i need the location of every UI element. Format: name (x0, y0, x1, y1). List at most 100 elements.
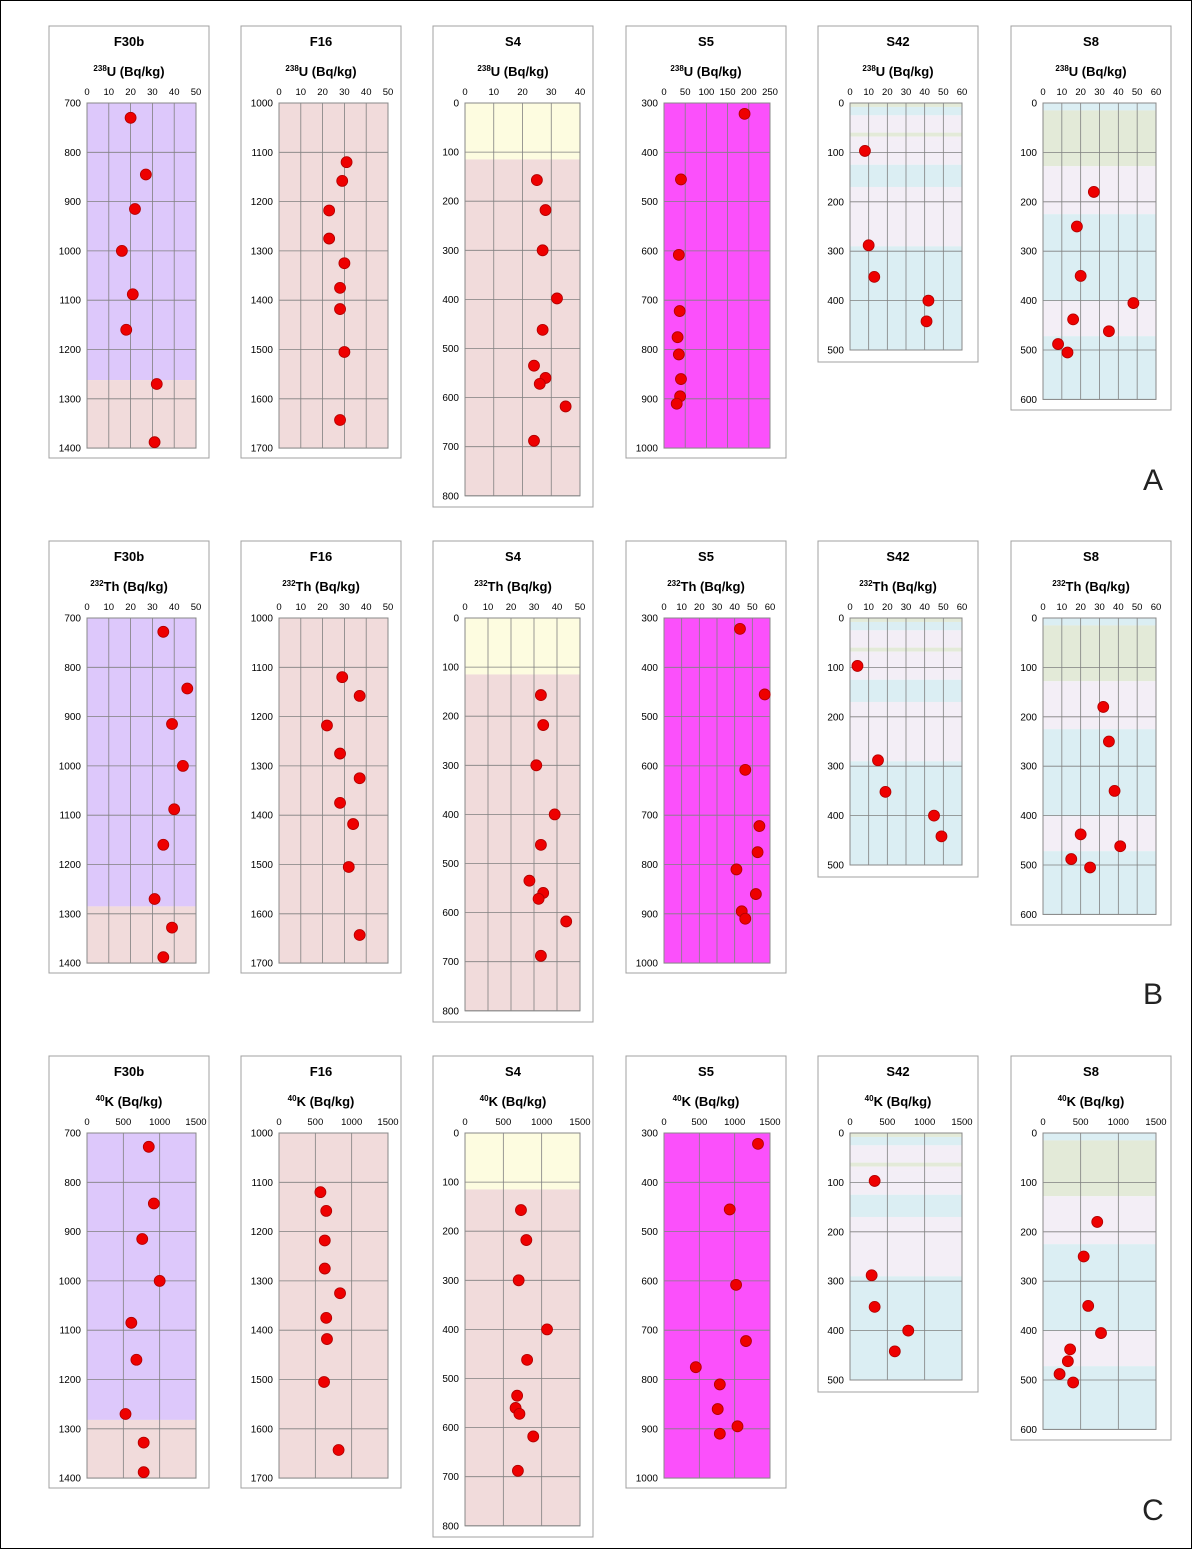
x-tick-label: 30 (901, 87, 912, 98)
data-point (1084, 861, 1096, 874)
panel-title: F30b (114, 34, 144, 49)
data-point (177, 760, 189, 772)
data-point (512, 1274, 525, 1287)
data-point (868, 1175, 881, 1187)
x-tick-label: 50 (938, 602, 949, 613)
y-tick-label: 400 (442, 810, 459, 821)
x-tick-label: 10 (863, 87, 874, 98)
y-tick-label: 700 (442, 442, 459, 453)
y-tick-label: 1700 (251, 444, 274, 455)
x-tick-label: 0 (462, 87, 467, 98)
panel-title: S5 (698, 34, 714, 49)
x-tick-label: 1500 (1145, 1117, 1166, 1128)
y-tick-label: 100 (1020, 663, 1037, 674)
y-tick-label: 400 (442, 295, 459, 306)
x-tick-label: 40 (1113, 87, 1124, 98)
y-tick-label: 1300 (251, 761, 274, 772)
y-tick-label: 300 (442, 761, 459, 772)
data-point (137, 1466, 150, 1479)
data-point (672, 248, 685, 261)
panel-A-f30b: F30b 238U (Bq/kg) 0 10 20 30 40 50 700 800 900 1000… (48, 25, 210, 459)
data-point (673, 305, 686, 317)
y-tick-label: 200 (1020, 1227, 1037, 1238)
data-point (166, 921, 178, 934)
data-point (560, 915, 573, 928)
y-tick-label: 1300 (251, 1276, 274, 1287)
data-point (1074, 269, 1087, 282)
data-point (868, 270, 881, 283)
panel-C-f16: F16 40K (Bq/kg) 0 500 1000 1500 1000 1100 1200 13… (240, 1055, 402, 1489)
y-tick-label: 1100 (59, 296, 81, 307)
y-tick-label: 1200 (59, 345, 82, 356)
x-tick-label: 200 (741, 87, 757, 98)
y-tick-label: 600 (442, 908, 459, 919)
y-tick-label: 1400 (251, 1326, 274, 1337)
layer-band (279, 1133, 388, 1479)
plot-border (1042, 102, 1157, 400)
plot-border (849, 617, 963, 866)
data-point (124, 111, 137, 124)
data-point (323, 232, 336, 245)
x-tick-label: 1500 (569, 1117, 590, 1128)
data-point (129, 203, 141, 215)
x-tick-label: 30 (147, 602, 158, 613)
y-tick-label: 600 (641, 1276, 658, 1287)
x-tick-label: 50 (1132, 87, 1143, 98)
y-tick-label: 200 (442, 1227, 459, 1238)
layer-band (850, 1133, 962, 1137)
x-tick-label: 0 (462, 1117, 467, 1128)
x-tick-label: 10 (483, 602, 494, 613)
y-tick-label: 700 (641, 296, 658, 307)
y-tick-label: 1200 (59, 860, 82, 871)
x-tick-label: 0 (84, 1117, 89, 1128)
y-tick-label: 1100 (251, 663, 273, 674)
y-tick-label: 100 (827, 1178, 844, 1189)
x-tick-label: 20 (694, 602, 705, 613)
data-point (139, 168, 152, 181)
x-tick-label: 20 (1075, 87, 1086, 98)
data-point (753, 820, 766, 832)
data-point (1087, 186, 1100, 198)
x-tick-label: 60 (1151, 87, 1162, 98)
data-point (353, 689, 366, 702)
data-point (1061, 1355, 1074, 1368)
x-tick-label: 40 (552, 602, 563, 613)
y-tick-label: 500 (1020, 346, 1037, 357)
panel-title: F30b (114, 549, 144, 564)
data-point (758, 688, 771, 701)
data-point (879, 785, 892, 798)
y-tick-label: 0 (1031, 99, 1037, 110)
x-tick-label: 20 (125, 602, 136, 613)
y-tick-label: 400 (827, 1326, 844, 1337)
y-tick-label: 600 (641, 246, 658, 257)
panel-C-s5: S5 40K (Bq/kg) 0 500 1000 1500 300 400 500 600 700… (625, 1055, 787, 1489)
x-tick-label: 20 (317, 602, 328, 613)
y-tick-label: 700 (442, 957, 459, 968)
x-tick-label: 50 (383, 602, 394, 613)
layer-band (465, 674, 580, 1011)
y-tick-label: 300 (641, 1129, 658, 1140)
panel-C-s8: S8 40K (Bq/kg) 0 500 1000 1500 0 100 200 300 400 50… (1010, 1055, 1172, 1441)
y-tick-label: 0 (453, 1129, 459, 1140)
x-tick-label: 40 (919, 87, 930, 98)
y-tick-label: 1300 (59, 394, 82, 405)
data-point (334, 796, 346, 809)
x-tick-label: 20 (125, 87, 136, 98)
panel-title: F16 (310, 34, 332, 49)
x-tick-label: 10 (104, 602, 115, 613)
data-point (1065, 853, 1078, 865)
y-tick-label: 1500 (251, 1375, 274, 1386)
data-point (511, 1389, 524, 1402)
layer-band (87, 1133, 196, 1420)
x-tick-label: 0 (276, 602, 281, 613)
data-point (740, 1335, 752, 1347)
y-tick-label: 1300 (251, 246, 274, 257)
x-axis-label: 232Th (Bq/kg) (90, 579, 168, 594)
data-point (1053, 1368, 1066, 1380)
data-point (332, 1444, 345, 1456)
data-point (865, 1269, 878, 1282)
data-point (528, 434, 540, 447)
data-point (334, 414, 346, 426)
x-tick-label: 1000 (341, 1117, 362, 1128)
y-tick-label: 1200 (251, 712, 274, 723)
